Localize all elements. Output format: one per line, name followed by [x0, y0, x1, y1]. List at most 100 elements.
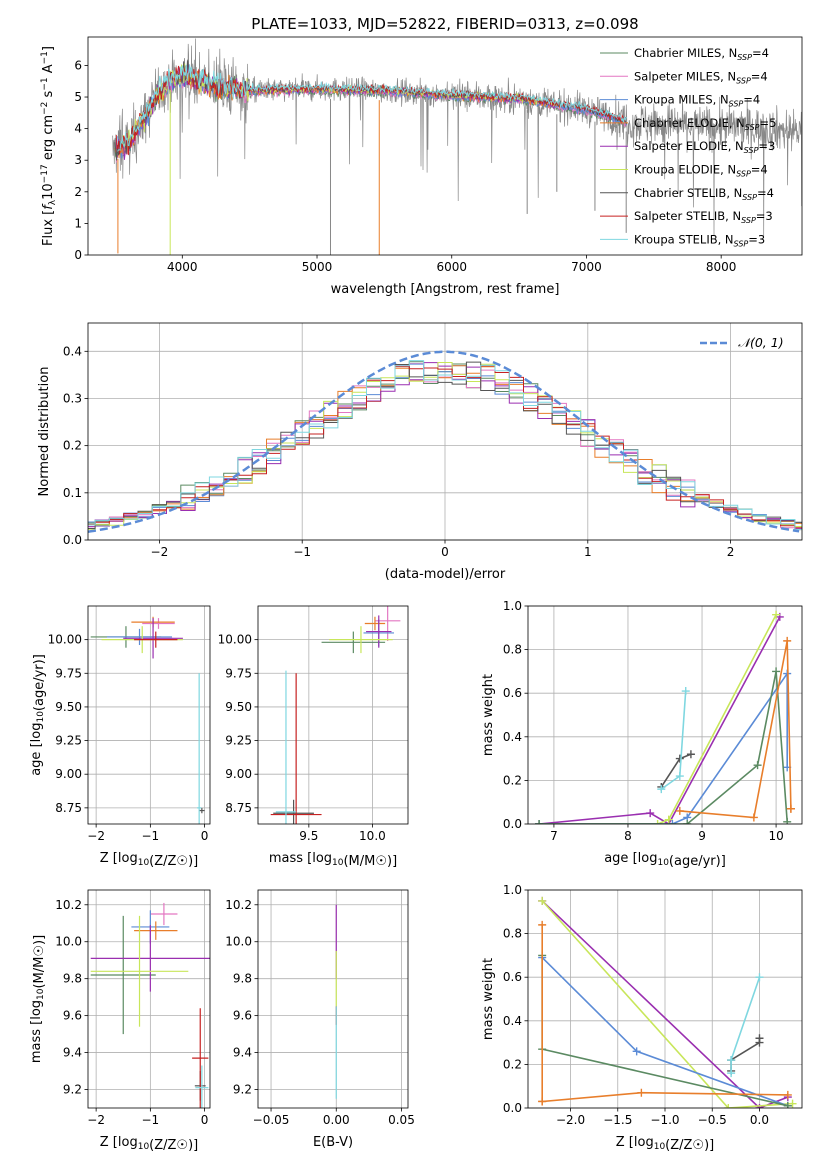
y-tick-label: 10.2: [225, 898, 252, 912]
histogram-kroupa_stelib: [88, 360, 802, 530]
weight-marker-kroupa_miles: [632, 1047, 641, 1056]
label-part: −1: [40, 77, 50, 90]
weight-marker-chabrier_elodie: [783, 636, 792, 645]
weight-series-salpeter_elodie: [539, 616, 781, 824]
label-part: log: [29, 723, 44, 743]
weight-marker-kroupa_elodie: [664, 815, 673, 824]
weight-marker-chabrier_stelib: [686, 750, 695, 759]
chart-title: PLATE=1033, MJD=52822, FIBERID=0313, z=0…: [251, 15, 638, 33]
label-part: log: [118, 851, 138, 866]
model-spectrum-kroupa_stelib: [117, 64, 628, 152]
weight-marker-chabrier_miles: [535, 820, 544, 824]
weight-marker-chabrier_elodie: [786, 804, 795, 813]
label-part: (M/M☉)]: [32, 935, 47, 989]
x-tick-label: −1: [293, 545, 311, 559]
y-tick-label: 0.8: [503, 643, 522, 657]
x-tick-label: 1: [584, 545, 592, 559]
axes-frame: [87, 605, 211, 825]
label-part: 10: [138, 858, 150, 868]
panel-z-mass: −2 −1 09.29.49.69.810.010.2Z [log10(Z/Z☉)]…: [29, 889, 211, 1153]
y-tick-label: 9.50: [55, 700, 82, 714]
weight-marker-kroupa_elodie: [788, 1099, 797, 1108]
weight-series-chabrier_elodie: [679, 640, 792, 819]
legend-tail: =3: [758, 139, 775, 153]
label-part: mass [: [269, 851, 312, 866]
axes-frame: [257, 605, 409, 825]
x-tick-label: 7000: [571, 260, 602, 274]
y-axis-label: mass weight: [481, 674, 496, 756]
y-axis-label: Normed distribution: [37, 367, 52, 497]
weight-marker-kroupa_miles: [668, 820, 677, 824]
label-part: s: [41, 90, 56, 101]
x-tick-label: −1: [142, 1113, 160, 1127]
legend-sub: SSP: [729, 100, 744, 109]
x-tick-label: 0.05: [388, 1113, 415, 1127]
weight-lines: [535, 610, 795, 824]
y-tick-label: 8.75: [225, 801, 252, 815]
label-part: 10: [332, 858, 344, 868]
x-tick-label: 6000: [436, 260, 467, 274]
y-tick-label: 3: [74, 153, 82, 167]
x-tick-label: 10: [768, 829, 783, 843]
legend-base: Chabrier STELIB, N: [634, 186, 742, 200]
weight-lines: [538, 896, 797, 1108]
label-part: (age/yr)]: [32, 654, 47, 711]
x-axis-label: age [log10(age/yr)]: [604, 851, 726, 869]
legend-sub: SSP: [741, 216, 756, 225]
label-part: (M/M☉)]: [343, 854, 397, 869]
weight-series-kroupa_elodie: [539, 614, 777, 824]
weight-marker-chabrier_miles: [683, 820, 692, 824]
axes-frame: [527, 889, 803, 1109]
weight-marker-chabrier_miles: [753, 761, 762, 770]
x-tick-label: 0.0: [750, 1113, 769, 1127]
errorbars: [90, 902, 210, 1108]
weight-series-kroupa_stelib: [730, 976, 761, 1074]
label-part: 10: [654, 1142, 666, 1152]
legend-entry: Salpeter MILES, NSSP=4: [634, 69, 768, 85]
y-tick-label: 9.2: [233, 1083, 252, 1097]
label-part: −17: [40, 164, 50, 183]
legend-sub: SSP: [734, 239, 749, 248]
legend-entry: Chabrier MILES, NSSP=4: [634, 46, 769, 62]
y-tick-label: 6: [74, 58, 82, 72]
axes-frame: [87, 889, 211, 1109]
label-part: Z [: [100, 851, 118, 866]
legend-base: Chabrier MILES, N: [634, 46, 737, 60]
legend-base: Salpeter STELIB, N: [634, 209, 741, 223]
x-tick-label: 9: [698, 829, 706, 843]
legend-tail: =3: [756, 209, 773, 223]
weight-series-salpeter_elodie: [541, 900, 789, 1108]
model-spectrum-kroupa_elodie: [117, 63, 560, 155]
label-part: log: [29, 1000, 44, 1020]
x-tick-label: −1: [142, 829, 160, 843]
label-part: (age/yr)]: [669, 854, 726, 869]
legend-tail: =4: [751, 163, 768, 177]
weight-series-kroupa_elodie: [541, 900, 793, 1108]
label-part: Z [: [616, 1135, 634, 1150]
y-tick-label: 0.0: [503, 817, 522, 831]
weight-marker-kroupa_elodie: [772, 610, 781, 619]
label-part: −2: [40, 102, 50, 115]
y-tick-label: 2: [74, 185, 82, 199]
histograms: [88, 350, 802, 533]
weight-marker-kroupa_stelib: [727, 1069, 736, 1078]
y-tick-label: 9.4: [63, 1046, 82, 1060]
label-part: age [: [29, 742, 44, 775]
weight-marker-kroupa_elodie: [653, 820, 662, 824]
x-tick-label: 9.5: [299, 829, 318, 843]
axes-frame: [87, 322, 803, 541]
label-part: 10: [36, 711, 46, 723]
y-tick-label: 9.75: [55, 666, 82, 680]
x-tick-label: 8: [624, 829, 632, 843]
y-tick-label: 10.00: [48, 633, 82, 647]
label-part: ]: [41, 46, 56, 51]
y-axis-label: mass weight: [481, 958, 496, 1040]
label-part: λ: [48, 199, 58, 205]
weight-marker-kroupa_stelib: [727, 1056, 736, 1065]
x-tick-label: −2: [87, 829, 105, 843]
axes-frame: [257, 889, 409, 1109]
panel-ebv-mass: −0.05 0.00 0.05 9.2 9.4 9.6 9.8 10.0 10.2 E(B-V): [225, 889, 415, 1150]
y-tick-label: 10.00: [218, 633, 252, 647]
